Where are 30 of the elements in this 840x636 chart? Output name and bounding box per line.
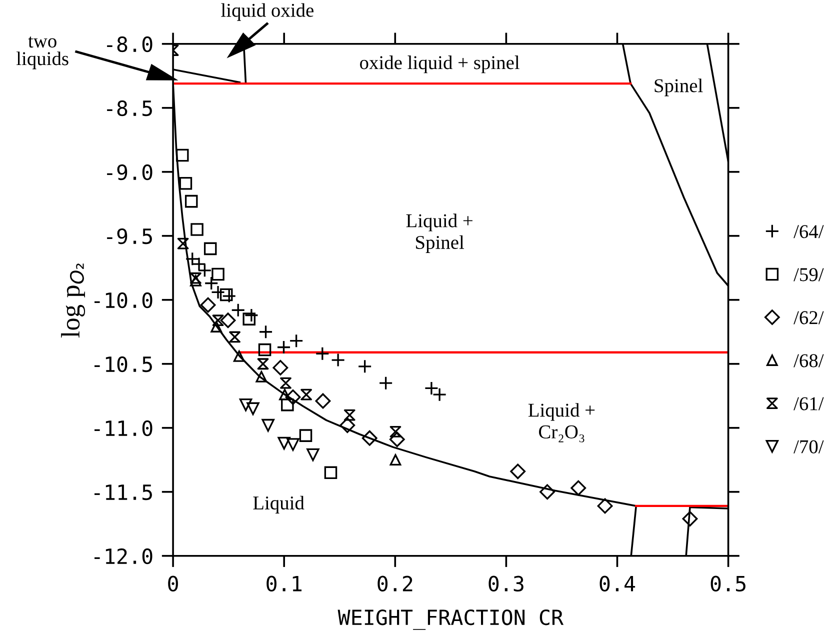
y-tick-label: -9.0 [107, 164, 152, 180]
y-tick-label: -9.5 [107, 228, 152, 244]
x-tick-label: 0.4 [600, 576, 636, 592]
x-tick-label: 0.2 [378, 576, 412, 592]
y-axis-title: log p$_{O₂}$ [61, 264, 86, 338]
legend-label: /62/ [794, 311, 824, 324]
legend-label: /68/ [794, 354, 824, 368]
x-tick-label: 0.3 [488, 576, 524, 592]
annotation: oxide liquid + spinel [360, 56, 520, 74]
legend-label: /61/ [794, 397, 824, 410]
legend-label: /64/ [794, 225, 824, 238]
y-tick-label: -8.0 [107, 36, 152, 52]
x-axis-title: WEIGHT_FRACTION CR [338, 609, 564, 630]
y-tick-label: -10.5 [94, 356, 152, 372]
annotation: Liquid + Spinel [406, 214, 472, 253]
y-tick-label: -10.0 [94, 292, 152, 308]
annotation: Spinel [654, 78, 703, 96]
annotation: Liquid [253, 496, 304, 514]
y-tick-label: -11.5 [94, 484, 152, 500]
legend-label: /70/ [794, 440, 824, 454]
y-tick-label: -8.5 [107, 100, 152, 116]
x-tick-label: 0 [168, 576, 178, 592]
annotation: Liquid + Cr₂O₃ [528, 403, 595, 442]
x-tick-label: 0.5 [710, 576, 746, 592]
y-tick-label: -12.0 [94, 548, 152, 564]
legend-label: /59/ [794, 268, 824, 282]
text: two liquids [16, 36, 68, 70]
x-tick-label: 0.1 [266, 576, 302, 592]
y-tick-label: -11.0 [94, 420, 152, 436]
text: liquid oxide [221, 3, 314, 21]
